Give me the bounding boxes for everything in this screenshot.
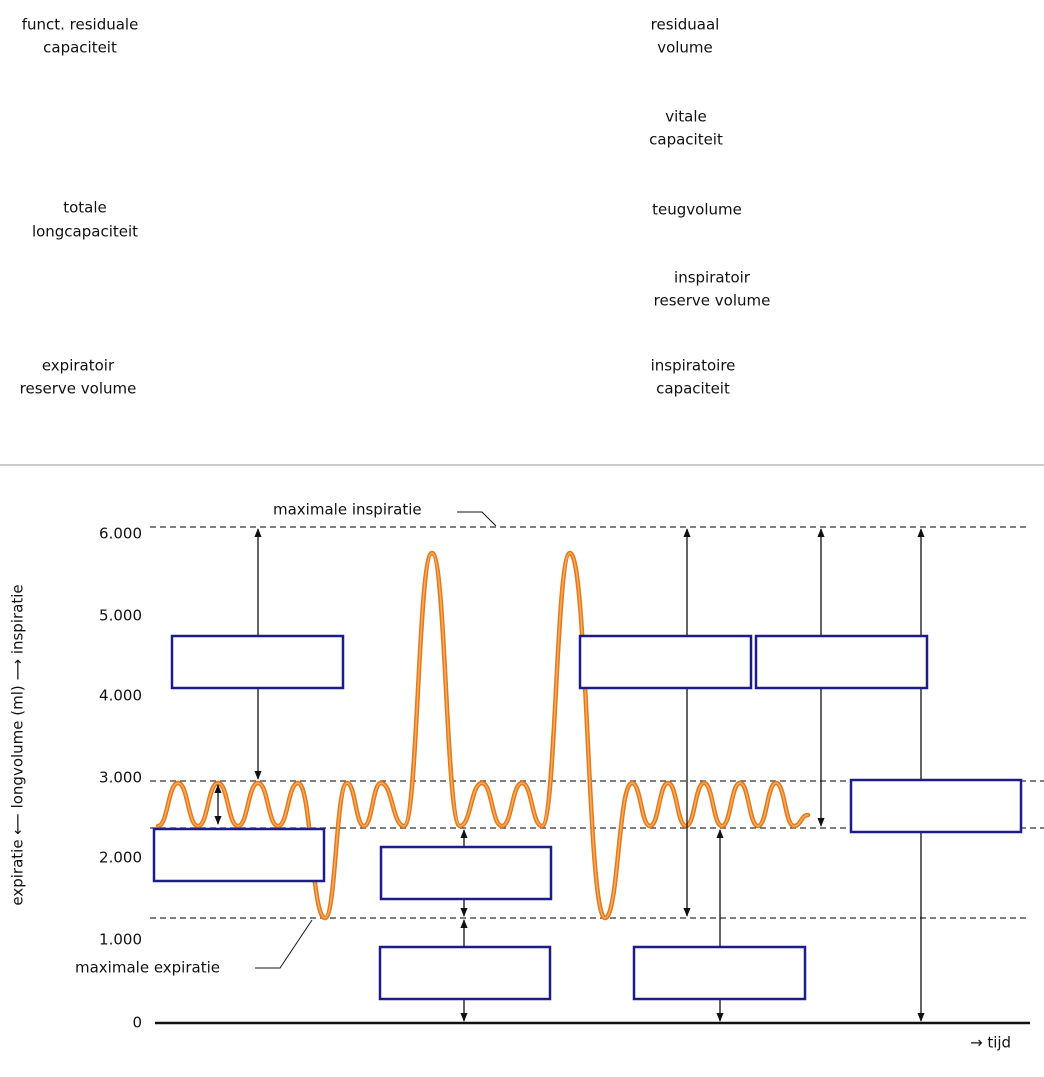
y-tick-label: 4.000 (99, 687, 142, 705)
volume-curve (155, 550, 811, 921)
y-tick-label: 5.000 (99, 607, 142, 625)
word-bank: funct. residuale capaciteit totale longc… (20, 16, 771, 398)
word-text: funct. residuale (22, 16, 139, 34)
word-label[interactable]: vitale capaciteit (649, 108, 723, 149)
word-label[interactable]: inspiratoire capaciteit (651, 357, 736, 398)
curve-stroke (157, 552, 809, 919)
annotation: → tijd (970, 1034, 1011, 1052)
spirogram: expiratie ⟵ longvolume (ml) ⟶ inspiratie… (9, 501, 1044, 1052)
word-label[interactable]: totale longcapaciteit (32, 199, 138, 241)
word-text: volume (657, 39, 713, 57)
y-axis-label: expiratie ⟵ longvolume (ml) ⟶ inspiratie (9, 584, 27, 905)
y-tick-label: 1.000 (99, 931, 142, 949)
word-text: teugvolume (652, 201, 742, 219)
word-text: capaciteit (43, 39, 117, 57)
word-text: reserve volume (654, 292, 771, 310)
word-text: inspiratoir (674, 269, 751, 287)
drop-box[interactable] (578, 634, 753, 690)
word-text: expiratoir (42, 357, 115, 375)
drop-box[interactable] (754, 634, 929, 690)
annotation: maximale expiratie (75, 959, 220, 977)
y-tick-label: 3.000 (99, 769, 142, 787)
word-text: inspiratoire (651, 357, 736, 375)
drop-box[interactable] (152, 827, 326, 883)
drop-box[interactable] (849, 778, 1023, 834)
word-label[interactable]: funct. residuale capaciteit (22, 16, 139, 57)
word-text: longcapaciteit (32, 223, 138, 241)
word-text: totale (63, 199, 107, 217)
word-text: residuaal (651, 16, 720, 34)
word-text: capaciteit (656, 380, 730, 398)
drop-box[interactable] (379, 845, 553, 901)
word-text: capaciteit (649, 131, 723, 149)
leader-line (255, 919, 313, 969)
annotation: maximale inspiratie (273, 501, 422, 519)
drop-box[interactable] (170, 634, 345, 690)
y-tick-label: 2.000 (99, 849, 142, 867)
word-text: vitale (665, 108, 707, 126)
y-tick-label: 0 (132, 1014, 142, 1032)
word-label[interactable]: inspiratoir reserve volume (654, 269, 771, 310)
word-text: reserve volume (20, 380, 137, 398)
drop-box[interactable] (378, 945, 552, 1001)
word-label[interactable]: teugvolume (652, 201, 742, 219)
leader-line (457, 511, 497, 527)
drop-box[interactable] (632, 945, 807, 1001)
word-label[interactable]: expiratoir reserve volume (20, 357, 137, 398)
y-tick-label: 6.000 (99, 525, 142, 543)
word-label[interactable]: residuaal volume (651, 16, 720, 57)
